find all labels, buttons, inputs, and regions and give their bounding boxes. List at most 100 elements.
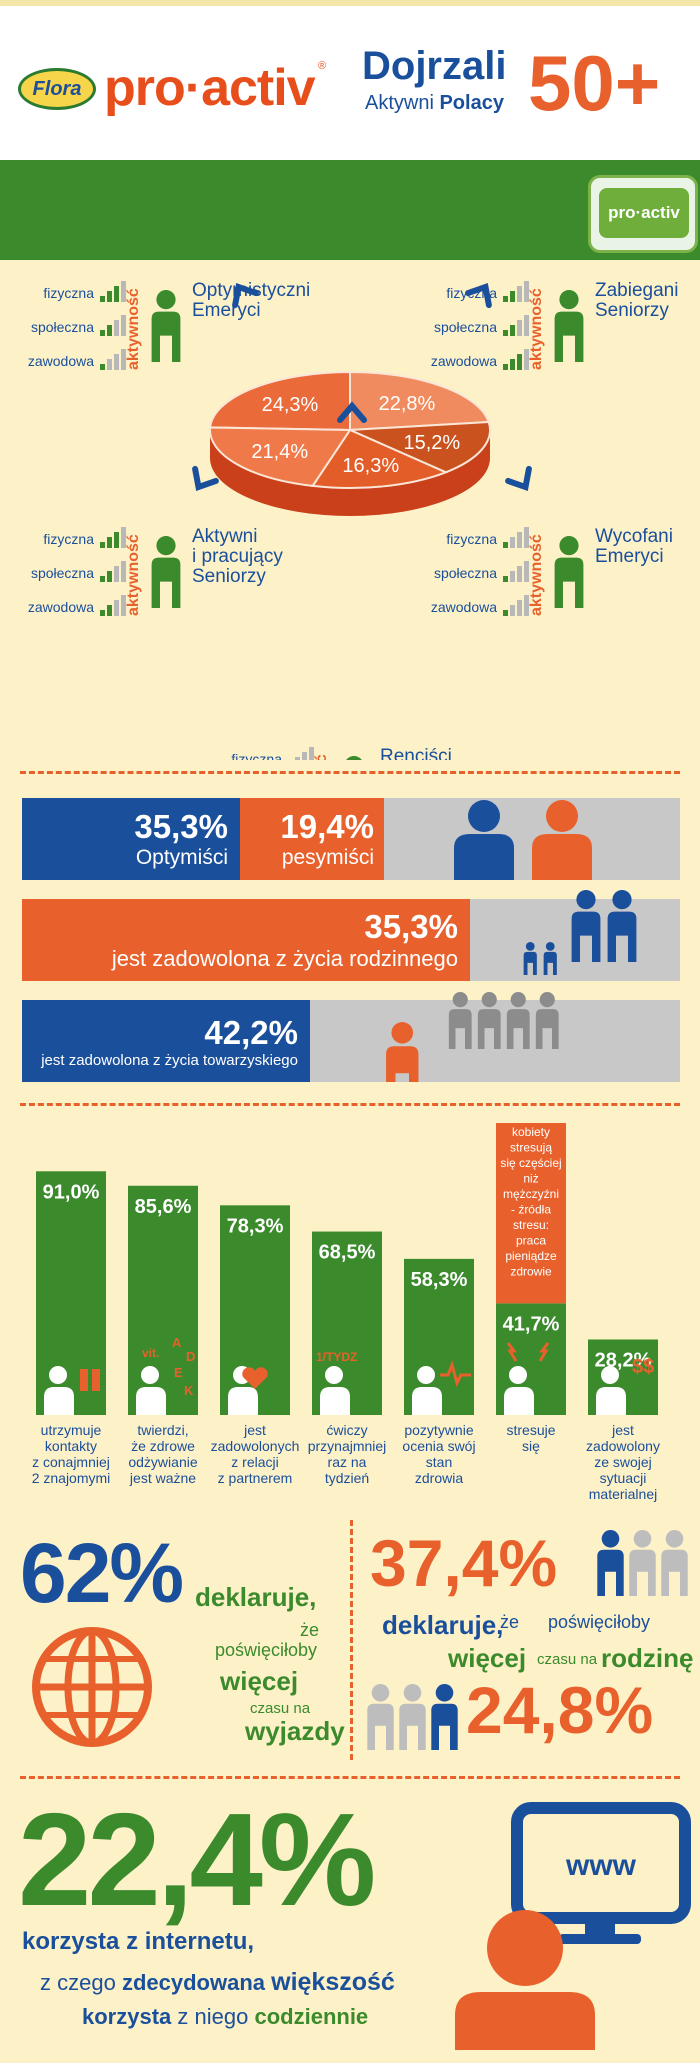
person-body <box>543 951 557 975</box>
bar-value: 68,5% <box>319 1242 376 1264</box>
activity-bar <box>100 576 105 582</box>
activity-vertical: aktywność <box>528 534 545 616</box>
activity-vertical: aktywność <box>313 754 330 760</box>
bar-caption: raz na <box>328 1454 367 1470</box>
activity-bar <box>121 595 126 616</box>
group-title-line: Renciści <box>380 746 452 760</box>
figure-icon <box>399 1684 426 1750</box>
bar-caption: materialnej <box>589 1486 657 1502</box>
group-active: fizyczna społeczna zawodowa aktywność Aktywn… <box>28 526 283 616</box>
person-head <box>156 290 176 310</box>
bar-caption: jest <box>611 1422 634 1438</box>
divider <box>20 771 680 774</box>
activity-label: fizyczna <box>43 285 94 301</box>
bar-caption: ze swojej <box>594 1454 652 1470</box>
group-title: Zabiegani Seniorzy <box>595 280 678 321</box>
pessimists-label: pesymiści <box>281 846 374 869</box>
pie-slice <box>209 426 352 487</box>
travel-more: więcej <box>220 1666 299 1696</box>
activity-bar <box>517 354 522 370</box>
activity-bar <box>510 537 515 548</box>
vertical-divider <box>350 1520 353 1760</box>
internet-daily: codziennie <box>254 2004 369 2029</box>
activity-bar <box>517 532 522 548</box>
stress-note-line: mężczyźni <box>503 1187 559 1201</box>
group-optimistic: fizyczna społeczna zawodowa aktywność Optymi… <box>28 280 310 370</box>
pessimists-box: 19,4% pesymiści <box>240 798 384 880</box>
activity-label: zawodowa <box>28 353 94 369</box>
chevron-icon <box>232 282 259 309</box>
person-body <box>44 1387 74 1415</box>
pessimists-pct: 19,4% <box>280 808 374 845</box>
activity-bar <box>524 349 529 370</box>
stress-note-line: stresu: <box>513 1218 549 1232</box>
friend-icon <box>477 992 501 1049</box>
internet-fromit: z niego <box>177 2004 249 2029</box>
activity-label: zawodowa <box>431 353 497 369</box>
mini-person-icon <box>92 1369 100 1391</box>
vit-k: K <box>184 1383 194 1398</box>
activity-vertical: aktywność <box>125 534 142 616</box>
social-label: jest zadowolona z życia towarzyskiego <box>41 1051 298 1069</box>
familytime-that: że <box>500 1612 520 1632</box>
person-head <box>481 992 497 1008</box>
bar-caption: ćwiczy <box>326 1422 367 1438</box>
activity-label: społeczna <box>31 319 94 335</box>
stress-note-line: stresują <box>510 1141 552 1155</box>
activity-bar <box>121 527 126 548</box>
activity-bar <box>107 359 112 370</box>
activity-bar <box>107 291 112 302</box>
person-head <box>525 942 535 951</box>
activity-bar <box>107 325 112 336</box>
group-title-line: Emeryci <box>192 300 261 321</box>
internet-line1: korzysta z internetu, <box>22 1928 254 1956</box>
bar-caption: sytuacji <box>600 1470 647 1486</box>
bar <box>128 1185 198 1415</box>
figure-icon <box>661 1530 688 1596</box>
globe-icon <box>32 1627 152 1747</box>
group-title: Renciści <box>380 746 452 760</box>
travel-time: czasu na <box>250 1700 311 1717</box>
divider <box>20 1103 680 1106</box>
activity-bar <box>503 610 508 616</box>
person-icon <box>320 1366 350 1415</box>
activity-label: społeczna <box>434 565 497 581</box>
person-body <box>607 911 637 962</box>
activity-label: fizyczna <box>231 751 282 760</box>
travel-that: że <box>300 1620 320 1640</box>
person-icon <box>151 536 181 608</box>
person-head <box>559 536 579 556</box>
person-icon <box>346 756 362 760</box>
person-icon <box>504 1366 534 1415</box>
activity-label: fizyczna <box>446 285 497 301</box>
bar-caption: z relacji <box>231 1454 278 1470</box>
internet-pct: 22,4% <box>18 1786 376 1933</box>
activity-bar <box>107 537 112 548</box>
optimists-box: 35,3% Optymiści <box>22 798 240 880</box>
group-title-line: Zabiegani <box>595 280 678 301</box>
child-icon <box>543 942 557 975</box>
person-head <box>633 1530 652 1548</box>
chevron-icon <box>192 465 219 492</box>
stress-icon <box>506 1342 518 1362</box>
person-body <box>136 1387 166 1415</box>
person-icon <box>554 290 584 362</box>
activity-bar <box>100 610 105 616</box>
bar-caption: przynajmniej <box>308 1438 387 1454</box>
activity-bar <box>121 315 126 336</box>
activity-bar <box>100 296 105 302</box>
registered-mark: ® <box>318 60 327 72</box>
activity-bar <box>503 330 508 336</box>
group-withdrawn: fizyczna społeczna zawodowa aktywność Wycofa… <box>431 526 673 616</box>
person-head <box>417 1366 435 1384</box>
familytime-more: więcej <box>448 1643 527 1673</box>
person-head <box>49 1366 67 1384</box>
activity-bar <box>114 566 119 582</box>
person-body <box>554 557 584 608</box>
activity-bar <box>510 605 515 616</box>
person-head <box>601 1366 619 1384</box>
familytime-would: poświęciłoby <box>548 1612 651 1632</box>
person-head <box>141 1366 159 1384</box>
person-icon <box>596 1366 626 1415</box>
subtitle-b: Polacy <box>439 92 504 114</box>
